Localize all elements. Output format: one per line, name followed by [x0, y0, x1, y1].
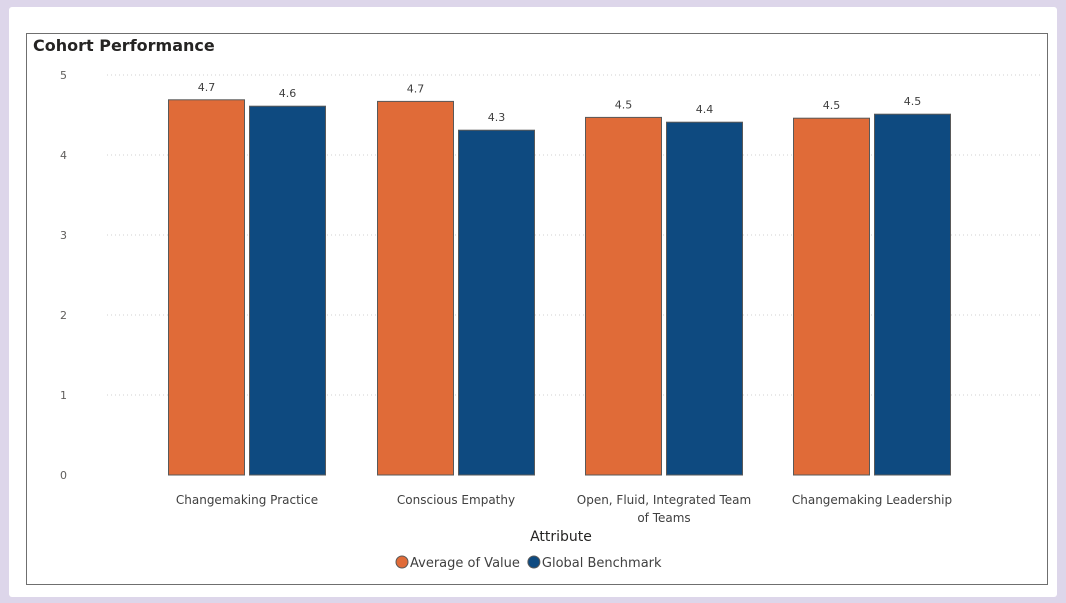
y-tick-label: 1: [60, 389, 67, 402]
bar-average-of-value[interactable]: [585, 116, 662, 476]
data-label: 4.5: [615, 98, 633, 111]
bar-average-of-value[interactable]: [793, 117, 870, 476]
bar-average-of-value[interactable]: [168, 99, 245, 476]
bar-global-benchmark[interactable]: [458, 129, 535, 476]
x-axis-title: Attribute: [530, 529, 592, 545]
bar-global-benchmark[interactable]: [874, 113, 951, 476]
data-labels: 4.7 4.6 4.7 4.3 4.5 4.4 4.5 4.5: [198, 81, 922, 124]
legend-item[interactable]: Global Benchmark: [527, 555, 662, 571]
bar-average-of-value[interactable]: [377, 100, 454, 476]
data-label: 4.3: [488, 111, 506, 124]
data-label: 4.6: [279, 87, 297, 100]
x-category-label: Open, Fluid, Integrated Team of Teams: [577, 493, 751, 525]
bars: [168, 99, 951, 476]
data-label: 4.5: [904, 95, 922, 108]
legend-item[interactable]: Average of Value: [395, 555, 520, 571]
x-axis-categories: Changemaking Practice Conscious Empathy Op…: [176, 493, 952, 525]
legend-label: Average of Value: [410, 556, 520, 571]
bar-global-benchmark[interactable]: [666, 121, 743, 476]
y-tick-label: 5: [60, 69, 67, 82]
x-category-label: Conscious Empathy: [397, 493, 515, 507]
x-category-label: Changemaking Practice: [176, 493, 318, 507]
y-tick-label: 2: [60, 309, 67, 322]
legend-marker-icon: [395, 555, 409, 569]
y-tick-label: 4: [60, 149, 67, 162]
legend-label: Global Benchmark: [542, 556, 662, 571]
data-label: 4.4: [696, 103, 714, 116]
y-tick-label: 3: [60, 229, 67, 242]
legend-marker-icon: [527, 555, 541, 569]
y-tick-label: 0: [60, 469, 67, 482]
bar-global-benchmark[interactable]: [249, 105, 326, 476]
data-label: 4.7: [198, 81, 216, 94]
x-category-label: Changemaking Leadership: [792, 493, 952, 507]
data-label: 4.5: [823, 99, 841, 112]
legend: Average of Value Global Benchmark: [395, 555, 662, 571]
chart-title: Cohort Performance: [33, 36, 215, 55]
data-label: 4.7: [407, 82, 425, 95]
y-axis-ticks: 0 1 2 3 4 5: [60, 69, 67, 482]
